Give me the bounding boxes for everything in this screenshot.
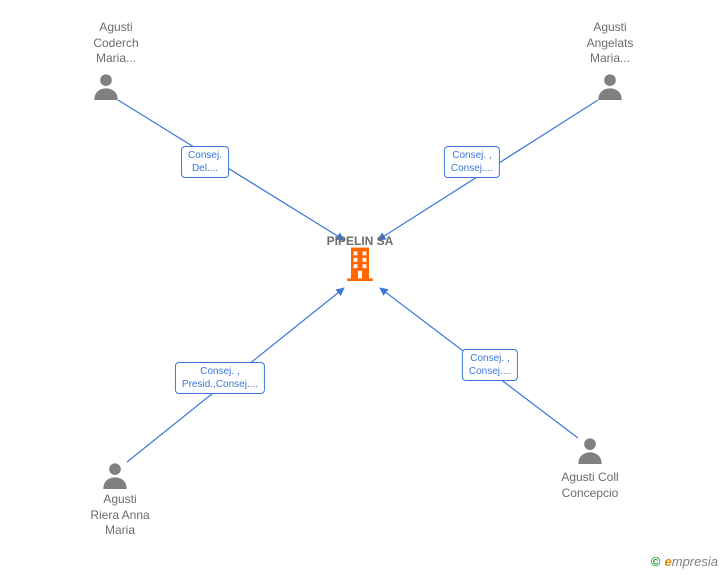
person-icon	[92, 72, 120, 100]
person-icon	[576, 436, 604, 464]
watermark-rest: mpresia	[672, 554, 718, 569]
watermark-first-letter: e	[665, 554, 672, 569]
edge-label: Consej. ,Consej....	[444, 146, 500, 178]
watermark: © empresia	[651, 554, 718, 569]
diagram-canvas: PIPELIN SA AgustiCoderchMaria...AgustiAn…	[0, 0, 728, 575]
edge-label: Consej. ,Presid.,Consej....	[175, 362, 265, 394]
person-icon	[101, 461, 129, 489]
edge-label: Consej.Del....	[181, 146, 229, 178]
person-icon	[596, 72, 624, 100]
person-node-label: Agusti CollConcepcio	[545, 470, 635, 501]
edge-label: Consej. ,Consej....	[462, 349, 518, 381]
person-node-label: AgustiRiera AnnaMaria	[75, 492, 165, 539]
person-node-label: AgustiAngelatsMaria...	[565, 20, 655, 67]
building-icon	[342, 245, 378, 281]
copyright-symbol: ©	[651, 554, 661, 569]
person-node-label: AgustiCoderchMaria...	[71, 20, 161, 67]
